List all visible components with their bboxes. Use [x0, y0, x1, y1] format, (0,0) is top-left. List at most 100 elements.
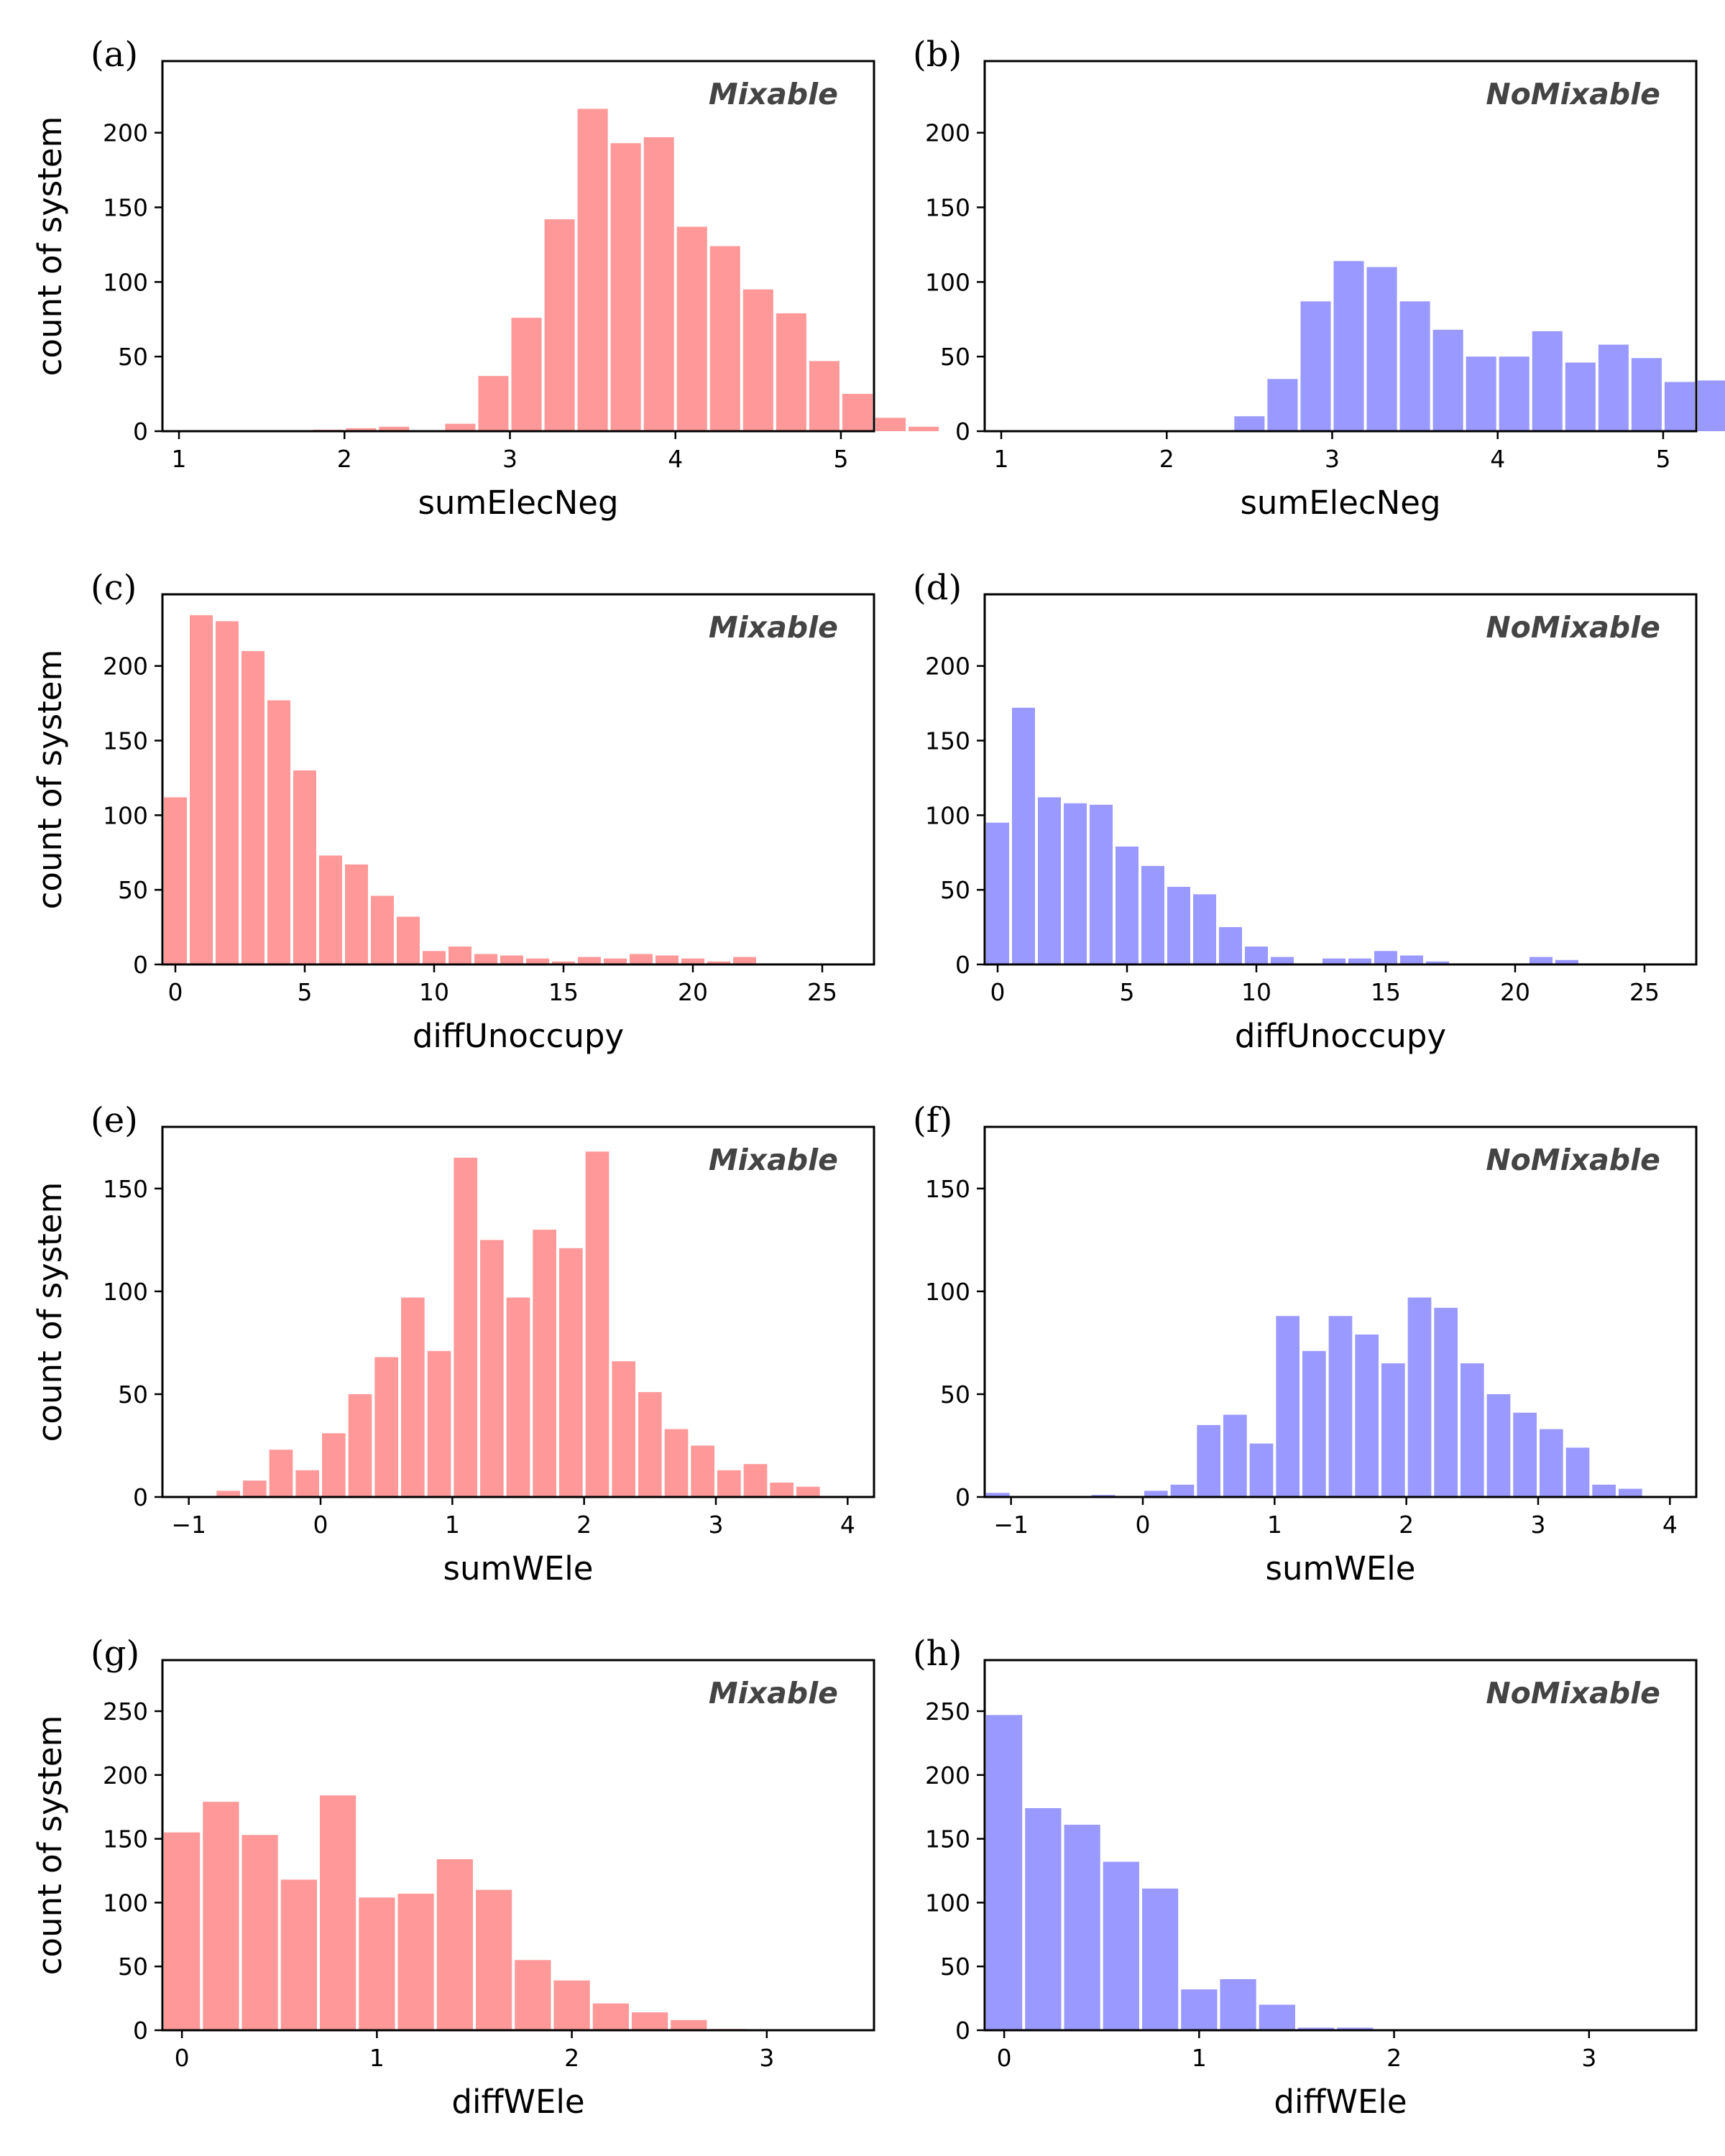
- x-tick-label: 2: [576, 1511, 592, 1539]
- x-tick-label: 0: [1136, 1511, 1151, 1539]
- histogram-bar: [1426, 961, 1449, 964]
- y-tick-label: 0: [955, 951, 970, 979]
- histogram-bar: [401, 1297, 425, 1497]
- panel-d: 0 50 100 150 200 0 5 10 15 20 25 diffUnoccupy (d) NoM…: [913, 568, 1698, 1055]
- histogram-bar: [397, 1893, 434, 2030]
- histogram-bar: [1374, 951, 1397, 964]
- y-tick-label: 0: [133, 1483, 148, 1511]
- panel-letter: (e): [91, 1100, 138, 1141]
- plot-frame: [161, 60, 875, 433]
- histogram-bar: [295, 1470, 319, 1497]
- histogram-bar: [243, 1480, 267, 1497]
- histogram-bar: [664, 1429, 689, 1497]
- x-tick-label: 2: [1159, 445, 1174, 473]
- histogram-bar: [1592, 1484, 1616, 1497]
- x-tick-label: 4: [668, 445, 683, 473]
- x-tick-label: 0: [990, 978, 1006, 1006]
- histogram-bar: [1167, 887, 1190, 964]
- panel-letter: (d): [913, 568, 962, 608]
- x-tick-label: 5: [833, 445, 848, 473]
- histogram-bar: [1259, 2004, 1295, 2030]
- histogram-bar: [216, 621, 239, 964]
- histogram-bar: [1598, 344, 1629, 431]
- histogram-bar: [552, 961, 575, 964]
- plot-frame: [983, 593, 1698, 966]
- histogram-bar: [691, 1445, 714, 1497]
- histogram-bar: [1513, 1412, 1537, 1497]
- x-tick-label: 5: [298, 978, 313, 1006]
- x-axis-label: sumWEle: [1266, 1549, 1416, 1588]
- y-tick-label: 100: [925, 268, 970, 296]
- histogram-bar: [643, 137, 674, 431]
- histogram-bar: [475, 1889, 512, 2030]
- histogram-bar: [1434, 1307, 1458, 1497]
- y-axis-label: count of system: [31, 650, 69, 910]
- y-tick-label: 0: [133, 418, 148, 446]
- y-tick-label: 0: [955, 1483, 970, 1511]
- histogram-bar: [1090, 804, 1113, 964]
- histogram-bar: [1038, 797, 1061, 964]
- y-tick-label: 100: [925, 801, 970, 829]
- histogram-bar: [1381, 1363, 1405, 1497]
- histogram-bar: [1220, 1978, 1256, 2030]
- histogram-bar: [1460, 1363, 1484, 1497]
- x-tick-label: 3: [1531, 1511, 1546, 1539]
- histogram-bar: [1234, 416, 1265, 431]
- histogram-bar: [345, 864, 368, 964]
- y-axis-label: count of system: [31, 1182, 69, 1442]
- y-tick-label: 0: [955, 2017, 970, 2045]
- plot-frame: [983, 1125, 1698, 1498]
- histogram-bar: [533, 1230, 556, 1497]
- y-tick-label: 150: [103, 1175, 148, 1203]
- x-tick-label: 1: [445, 1511, 460, 1539]
- x-tick-label: 15: [548, 978, 579, 1006]
- y-tick-label: 250: [103, 1697, 148, 1726]
- x-axis-label: sumWEle: [443, 1549, 594, 1588]
- x-tick-label: 0: [168, 978, 183, 1006]
- x-tick-label: 25: [1629, 978, 1660, 1006]
- histogram-bar: [1530, 957, 1552, 964]
- x-tick-label: 4: [840, 1511, 855, 1539]
- panel-h: 0 50 100 150 200 250 0 1 2 3 diffWEle (h) NoMixable: [913, 1634, 1698, 2121]
- plot-frame: [161, 1659, 875, 2032]
- y-tick-label: 150: [925, 1825, 970, 1853]
- panel-letter: (c): [91, 568, 137, 608]
- x-tick-label: 0: [313, 1511, 328, 1539]
- histogram-bar: [559, 1248, 583, 1497]
- y-tick-label: 50: [118, 1953, 148, 1981]
- histogram-bar: [1664, 382, 1695, 431]
- histogram-bar: [319, 1795, 356, 2030]
- histogram-bar: [164, 1832, 201, 2030]
- panel-a: 0 50 100 150 200 1 2 3 4 5 sumElecNeg count of syst…: [31, 34, 939, 522]
- histogram-bar: [1322, 958, 1346, 964]
- histogram-bar: [478, 376, 509, 431]
- histogram-bar: [1193, 894, 1216, 964]
- histogram-bar: [1141, 1888, 1179, 2030]
- histogram-bar: [445, 423, 476, 431]
- panel-letter: (f): [913, 1100, 952, 1141]
- y-tick-label: 50: [940, 343, 970, 371]
- y-tick-label: 50: [118, 876, 148, 904]
- histogram-bar: [733, 957, 756, 964]
- x-tick-label: 10: [1241, 978, 1271, 1006]
- x-axis-label: diffUnoccupy: [1235, 1017, 1446, 1055]
- y-tick-label: 100: [103, 268, 148, 296]
- panel-c: 0 50 100 150 200 0 5 10 15 20 25 diffUnoccupy count …: [31, 568, 875, 1055]
- histogram-bar: [544, 219, 575, 431]
- histogram-bar: [1197, 1424, 1220, 1497]
- panel-tag: Mixable: [709, 77, 838, 111]
- y-tick-label: 150: [925, 194, 970, 222]
- x-tick-label: 2: [564, 2044, 579, 2072]
- histogram-bar: [269, 1450, 293, 1497]
- histogram-bar: [842, 394, 873, 431]
- y-tick-label: 50: [118, 343, 148, 371]
- histogram-bar: [604, 958, 627, 964]
- x-tick-label: 1: [1192, 2044, 1207, 2072]
- x-tick-label: 0: [175, 2044, 190, 2072]
- histogram-bar: [242, 650, 264, 964]
- panel-tag: Mixable: [709, 610, 838, 645]
- histogram-bar: [1141, 865, 1164, 964]
- y-tick-label: 200: [925, 1761, 970, 1789]
- histogram-bar: [1355, 1334, 1379, 1497]
- y-tick-label: 50: [940, 876, 970, 904]
